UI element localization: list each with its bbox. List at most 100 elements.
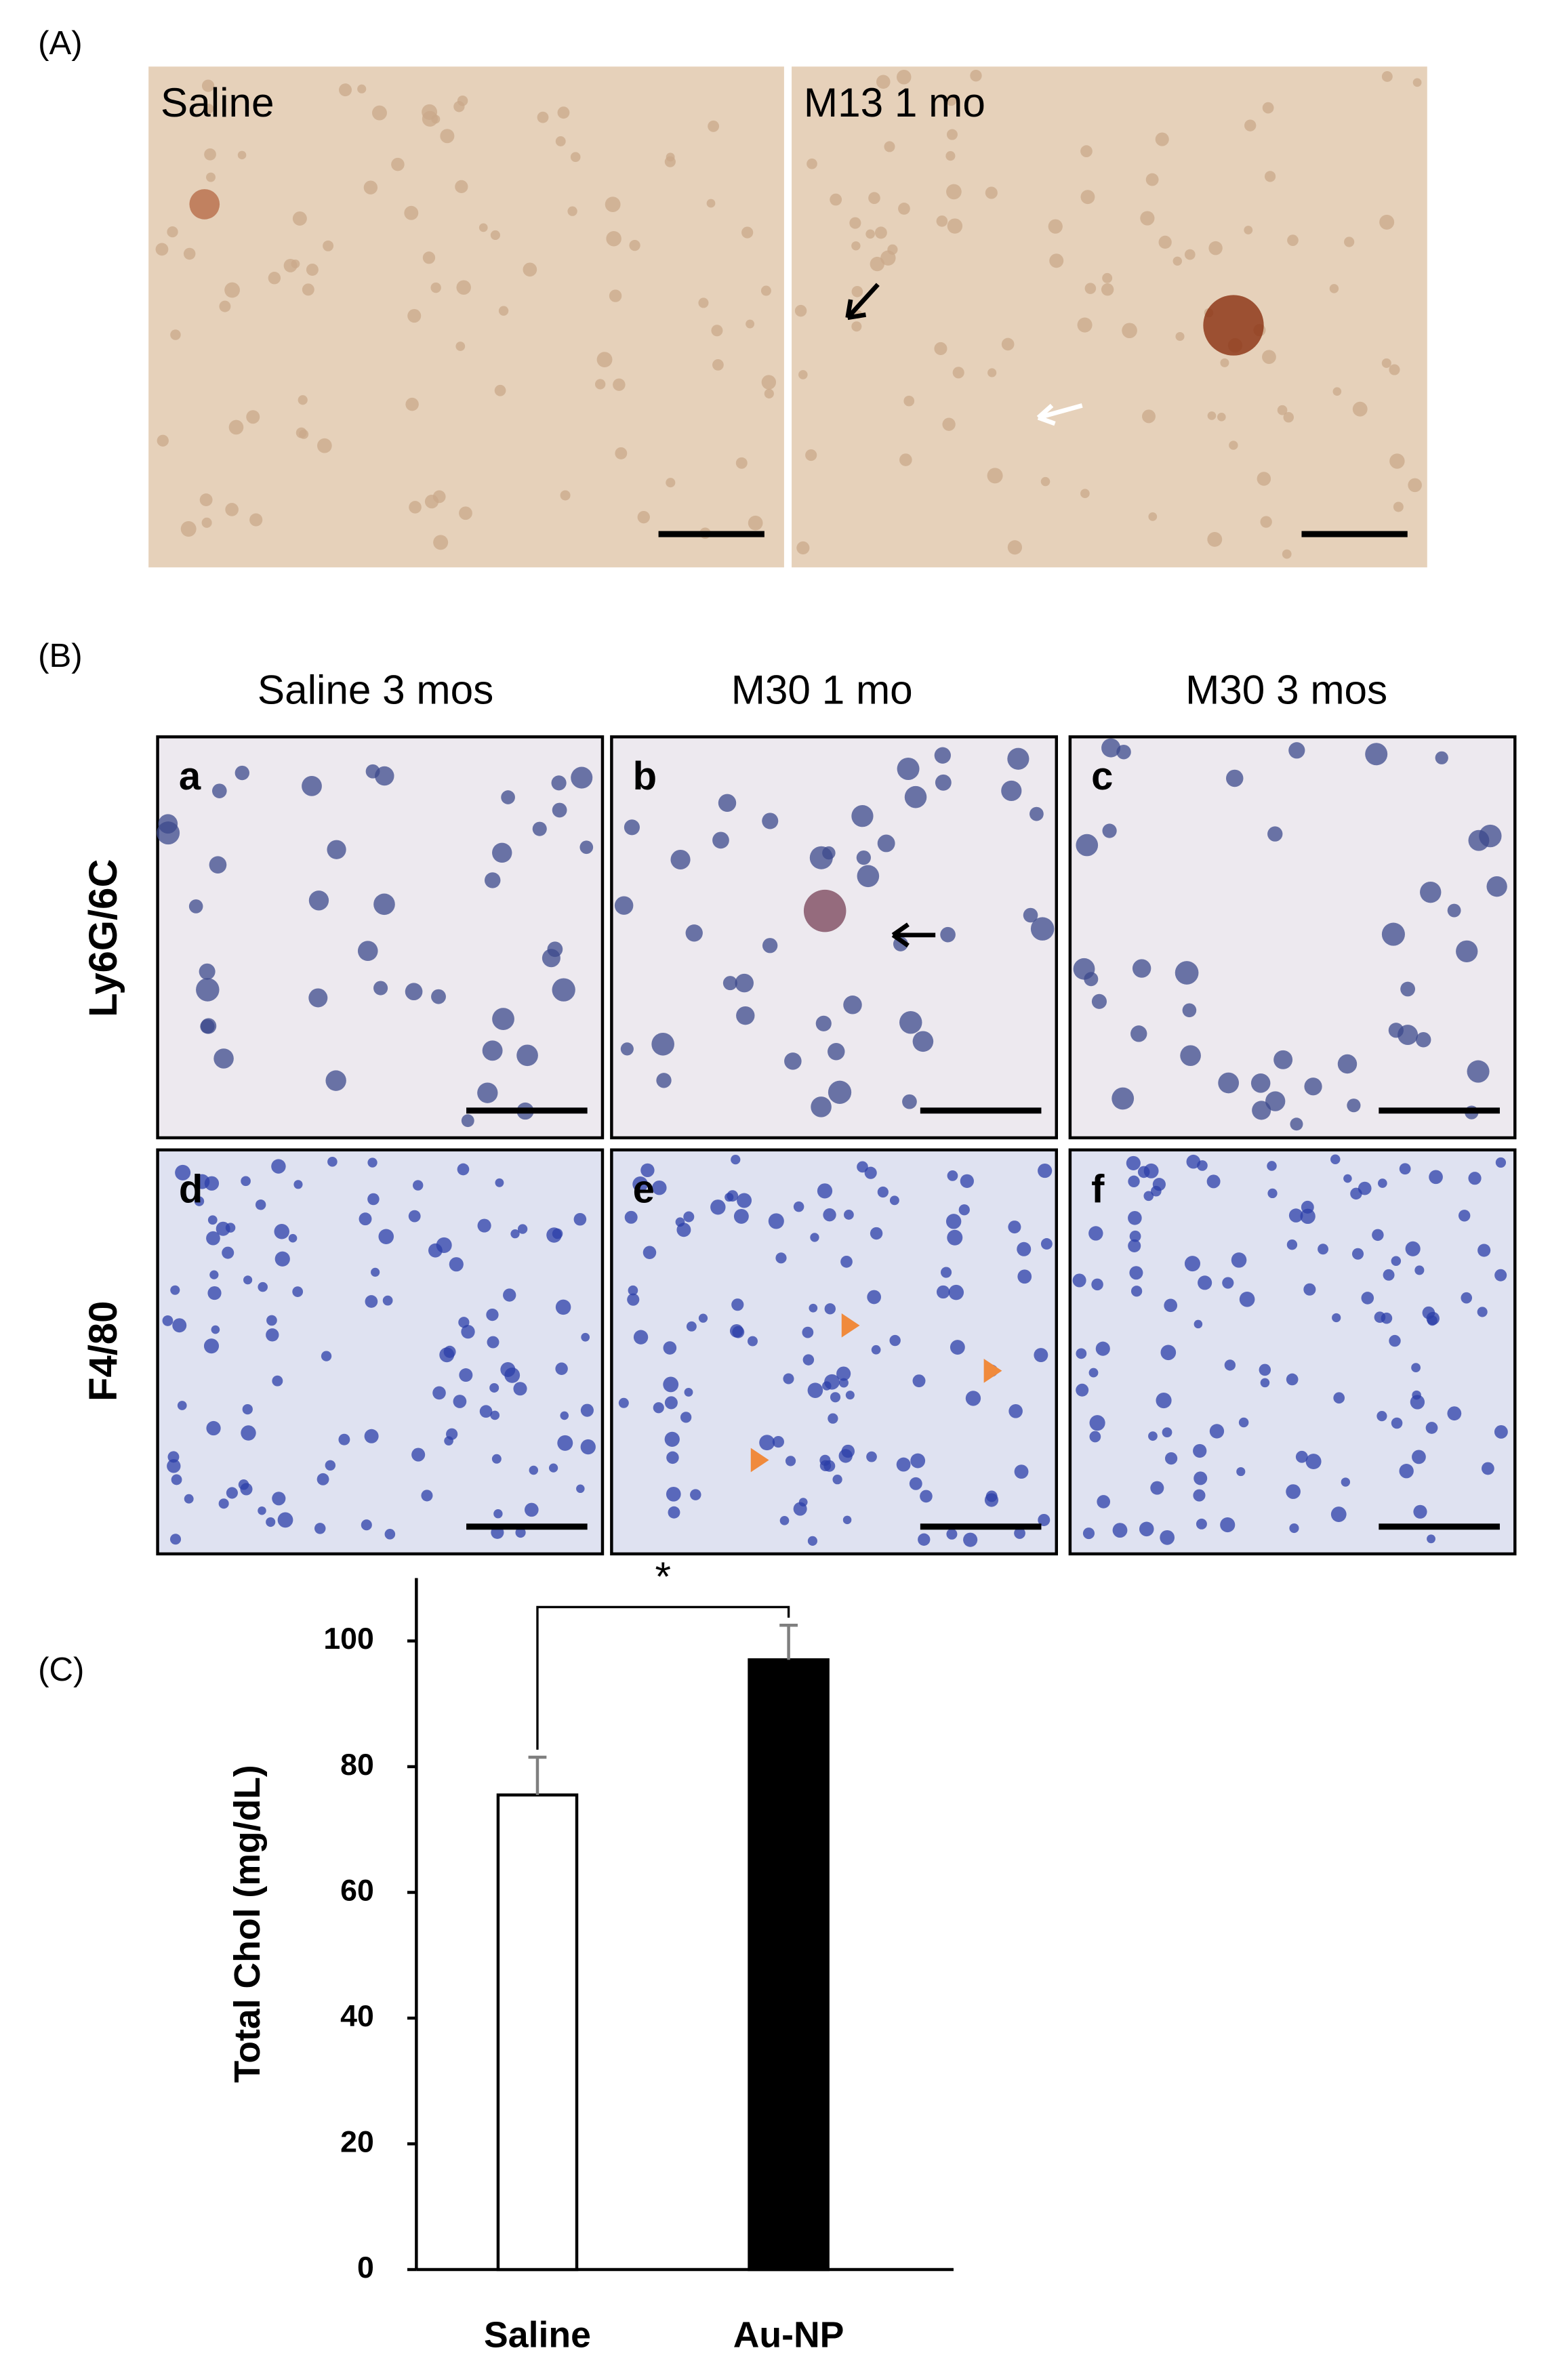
arrowhead — [983, 1358, 1002, 1383]
nucleus — [1091, 1278, 1103, 1291]
nucleus — [1126, 1155, 1141, 1170]
nucleus — [357, 84, 367, 94]
arrow — [891, 922, 936, 948]
nucleus — [298, 395, 308, 405]
nucleus — [1158, 235, 1172, 249]
nucleus — [1347, 1099, 1361, 1113]
nucleus — [167, 226, 178, 238]
nucleus — [1252, 1101, 1271, 1120]
nucleus — [1101, 283, 1114, 296]
nucleus — [1244, 119, 1257, 131]
nucleus — [680, 1412, 692, 1423]
nucleus — [874, 226, 887, 239]
nucleus — [596, 352, 613, 368]
nucleus — [184, 1494, 194, 1504]
nucleus — [1393, 501, 1404, 512]
nucleus — [1344, 237, 1355, 247]
nucleus — [811, 1096, 832, 1117]
nucleus — [501, 790, 515, 804]
y-tick-label: 60 — [340, 1874, 374, 1907]
nucleus — [823, 1208, 836, 1222]
nucleus — [877, 834, 895, 853]
nucleus — [857, 865, 880, 888]
nucleus — [167, 1459, 181, 1473]
arrow — [1036, 403, 1083, 426]
nucleus — [455, 180, 468, 193]
nucleus — [373, 981, 388, 996]
nucleus — [371, 1267, 380, 1277]
nucleus — [523, 262, 537, 277]
nucleus — [870, 1227, 883, 1240]
nucleus — [194, 1196, 205, 1206]
nucleus — [449, 1257, 464, 1272]
nucleus — [459, 1368, 473, 1382]
nucleus — [195, 1174, 210, 1189]
nucleus — [183, 247, 196, 260]
nucleus — [746, 319, 755, 329]
nucleus — [492, 1008, 514, 1030]
nucleus — [735, 973, 754, 993]
nucleus — [1140, 211, 1155, 226]
nucleus — [1361, 1292, 1374, 1305]
nucleus — [857, 1161, 868, 1173]
nucleus — [1116, 744, 1131, 760]
nucleus — [1300, 1208, 1316, 1225]
nucleus — [557, 106, 570, 119]
nucleus — [1130, 1025, 1147, 1042]
nucleus — [718, 794, 737, 812]
nucleus — [605, 197, 621, 212]
stain — [1203, 295, 1264, 356]
nucleus — [870, 256, 884, 272]
nucleus — [498, 306, 509, 316]
nucleus — [779, 1516, 790, 1525]
nucleus — [1267, 826, 1283, 842]
significance-mark: * — [655, 1553, 671, 1599]
nucleus — [455, 342, 466, 351]
nucleus — [500, 1361, 516, 1377]
nucleus — [1034, 1348, 1048, 1363]
nucleus — [629, 239, 640, 251]
nucleus — [555, 136, 566, 146]
row-label: F4/80 — [81, 1301, 125, 1401]
nucleus — [1097, 1495, 1111, 1509]
nucleus — [664, 156, 676, 167]
nucleus — [945, 94, 957, 106]
nucleus — [1030, 917, 1055, 941]
nucleus — [407, 309, 422, 323]
nucleus — [684, 1387, 693, 1397]
nucleus — [1332, 387, 1342, 396]
nucleus — [1112, 1523, 1128, 1538]
nucleus — [1088, 1226, 1103, 1241]
nucleus — [698, 1313, 708, 1323]
nucleus — [323, 240, 334, 251]
nucleus — [1329, 284, 1339, 293]
nucleus — [903, 395, 915, 407]
nucleus — [798, 1498, 808, 1507]
nucleus — [228, 419, 244, 435]
arrowhead — [750, 1448, 769, 1473]
nucleus — [1128, 1211, 1142, 1225]
nucleus — [234, 765, 249, 781]
nucleus — [1101, 738, 1121, 758]
nucleus — [807, 1382, 823, 1398]
nucleus — [422, 104, 438, 120]
nucleus — [1341, 1477, 1351, 1487]
nucleus — [525, 1502, 539, 1517]
nucleus — [987, 468, 1003, 484]
nucleus — [196, 978, 220, 1002]
nucleus — [1415, 1032, 1431, 1048]
nucleus — [1007, 747, 1029, 770]
nucleus — [1196, 1518, 1207, 1530]
nucleus — [1337, 1054, 1358, 1074]
nucleus — [199, 963, 216, 980]
nucleus — [363, 180, 378, 194]
nucleus — [277, 1512, 293, 1528]
nucleus — [1077, 317, 1093, 333]
nucleus — [551, 775, 567, 791]
nucleus — [478, 223, 488, 232]
significance-bracket — [536, 1605, 790, 1750]
nucleus — [851, 285, 863, 298]
nucleus — [421, 1490, 433, 1502]
nucleus — [627, 1293, 640, 1306]
